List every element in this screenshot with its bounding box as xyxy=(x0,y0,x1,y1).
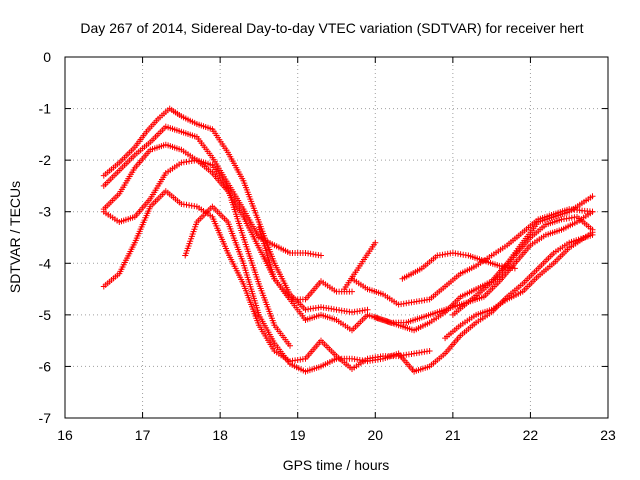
x-tick-label: 22 xyxy=(523,427,539,443)
data-series-pass-6 xyxy=(182,203,596,375)
y-tick-label: -1 xyxy=(39,101,52,117)
y-tick-label: 0 xyxy=(43,49,51,65)
y-tick-label: -2 xyxy=(39,152,52,168)
x-tick-label: 17 xyxy=(135,427,151,443)
data-point-marks xyxy=(442,229,596,342)
y-tick-label: -3 xyxy=(39,204,52,220)
data-point-marks xyxy=(100,188,433,372)
x-tick-label: 18 xyxy=(212,427,228,443)
data-series-pass-13 xyxy=(372,208,596,326)
plot-frame xyxy=(64,56,609,419)
data-series-pass-2 xyxy=(100,123,324,259)
x-tick-label: 16 xyxy=(57,427,73,443)
data-series-pass-5 xyxy=(100,188,433,372)
chart-title: Day 267 of 2014, Sidereal Day-to-day VTE… xyxy=(80,20,583,36)
data-point-marks xyxy=(372,208,596,326)
data-series-pass-11 xyxy=(442,229,596,342)
x-tick-label: 19 xyxy=(290,427,306,443)
data-point-marks xyxy=(399,250,518,282)
data-point-marks xyxy=(341,239,379,293)
x-axis-label: GPS time / hours xyxy=(283,457,390,473)
data-point-marks xyxy=(182,203,596,375)
data-series-pass-9 xyxy=(341,239,379,293)
grid-lines xyxy=(65,57,608,418)
x-tick-label: 21 xyxy=(445,427,461,443)
y-tick-label: -5 xyxy=(39,307,52,323)
y-tick-label: -4 xyxy=(39,255,52,271)
data-series-pass-4 xyxy=(100,157,293,349)
y-axis-label: SDTVAR / TECUs xyxy=(7,181,23,293)
x-tick-label: 20 xyxy=(367,427,383,443)
y-tick-label: -7 xyxy=(39,410,52,426)
data-points xyxy=(100,105,596,375)
x-tick-label: 23 xyxy=(600,427,616,443)
data-series-pass-10 xyxy=(399,250,518,282)
y-tick-label: -6 xyxy=(39,358,52,374)
data-point-marks xyxy=(100,157,293,349)
axis-ticks: 16 17 18 19 20 21 22 23 0 -1 -2 -3 -4 -5 -6 -7 xyxy=(39,49,616,443)
data-point-marks xyxy=(100,123,324,259)
